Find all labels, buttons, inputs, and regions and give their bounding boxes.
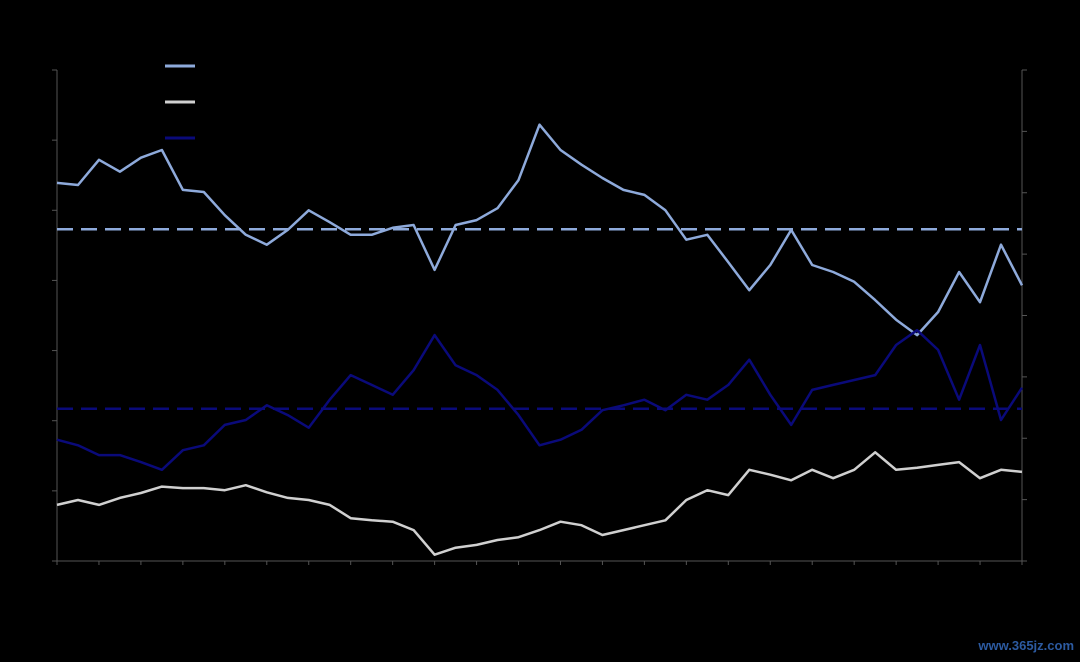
watermark: www.365jz.com (977, 638, 1074, 653)
series-line (56, 451, 1023, 556)
series-line (56, 328, 1024, 472)
series-line (56, 123, 1024, 337)
